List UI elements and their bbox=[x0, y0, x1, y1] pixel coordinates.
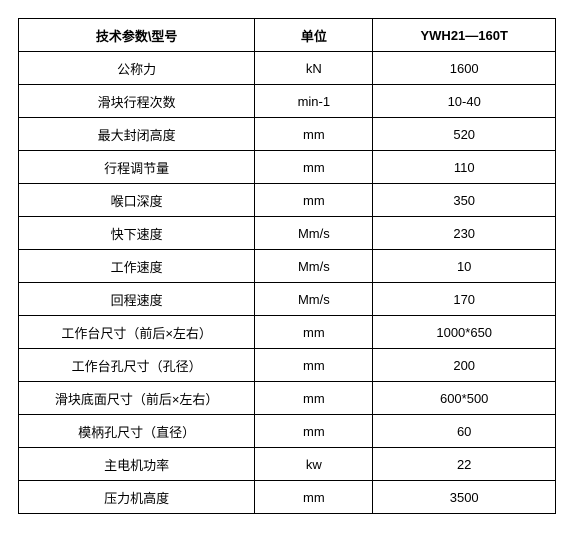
table-row: 滑块底面尺寸（前后×左右）mm600*500 bbox=[19, 382, 556, 415]
cell-unit: Mm/s bbox=[255, 283, 373, 316]
table-row: 最大封闭高度mm520 bbox=[19, 118, 556, 151]
cell-param: 滑块行程次数 bbox=[19, 85, 255, 118]
cell-value: 110 bbox=[373, 151, 556, 184]
cell-unit: Mm/s bbox=[255, 217, 373, 250]
cell-unit: kN bbox=[255, 52, 373, 85]
spec-table: 技术参数\型号 单位 YWH21—160T 公称力kN1600滑块行程次数min… bbox=[18, 18, 556, 514]
cell-unit: mm bbox=[255, 349, 373, 382]
cell-value: 10-40 bbox=[373, 85, 556, 118]
table-row: 快下速度Mm/s230 bbox=[19, 217, 556, 250]
cell-value: 10 bbox=[373, 250, 556, 283]
table-row: 公称力kN1600 bbox=[19, 52, 556, 85]
cell-param: 压力机高度 bbox=[19, 481, 255, 514]
cell-param: 模柄孔尺寸（直径） bbox=[19, 415, 255, 448]
cell-value: 22 bbox=[373, 448, 556, 481]
cell-param: 行程调节量 bbox=[19, 151, 255, 184]
cell-param: 工作速度 bbox=[19, 250, 255, 283]
table-row: 工作速度Mm/s10 bbox=[19, 250, 556, 283]
cell-unit: mm bbox=[255, 316, 373, 349]
header-unit: 单位 bbox=[255, 19, 373, 52]
cell-param: 工作台尺寸（前后×左右） bbox=[19, 316, 255, 349]
cell-value: 3500 bbox=[373, 481, 556, 514]
cell-unit: min-1 bbox=[255, 85, 373, 118]
cell-value: 60 bbox=[373, 415, 556, 448]
cell-value: 350 bbox=[373, 184, 556, 217]
cell-param: 滑块底面尺寸（前后×左右） bbox=[19, 382, 255, 415]
table-row: 滑块行程次数min-110-40 bbox=[19, 85, 556, 118]
cell-param: 喉口深度 bbox=[19, 184, 255, 217]
cell-param: 主电机功率 bbox=[19, 448, 255, 481]
header-value: YWH21—160T bbox=[373, 19, 556, 52]
table-row: 行程调节量mm110 bbox=[19, 151, 556, 184]
table-row: 工作台尺寸（前后×左右）mm1000*650 bbox=[19, 316, 556, 349]
cell-value: 1000*650 bbox=[373, 316, 556, 349]
table-row: 主电机功率kw22 bbox=[19, 448, 556, 481]
table-row: 喉口深度mm350 bbox=[19, 184, 556, 217]
cell-param: 回程速度 bbox=[19, 283, 255, 316]
cell-unit: Mm/s bbox=[255, 250, 373, 283]
table-row: 回程速度Mm/s170 bbox=[19, 283, 556, 316]
cell-unit: mm bbox=[255, 184, 373, 217]
cell-unit: mm bbox=[255, 415, 373, 448]
cell-param: 工作台孔尺寸（孔径） bbox=[19, 349, 255, 382]
table-row: 工作台孔尺寸（孔径）mm200 bbox=[19, 349, 556, 382]
cell-param: 快下速度 bbox=[19, 217, 255, 250]
table-row: 模柄孔尺寸（直径）mm60 bbox=[19, 415, 556, 448]
cell-value: 1600 bbox=[373, 52, 556, 85]
cell-value: 600*500 bbox=[373, 382, 556, 415]
cell-unit: mm bbox=[255, 481, 373, 514]
cell-unit: mm bbox=[255, 151, 373, 184]
cell-value: 170 bbox=[373, 283, 556, 316]
cell-unit: mm bbox=[255, 382, 373, 415]
spec-table-body: 公称力kN1600滑块行程次数min-110-40最大封闭高度mm520行程调节… bbox=[19, 52, 556, 514]
table-row: 压力机高度mm3500 bbox=[19, 481, 556, 514]
table-header-row: 技术参数\型号 单位 YWH21—160T bbox=[19, 19, 556, 52]
cell-value: 230 bbox=[373, 217, 556, 250]
cell-param: 最大封闭高度 bbox=[19, 118, 255, 151]
cell-value: 200 bbox=[373, 349, 556, 382]
cell-unit: mm bbox=[255, 118, 373, 151]
cell-param: 公称力 bbox=[19, 52, 255, 85]
cell-unit: kw bbox=[255, 448, 373, 481]
cell-value: 520 bbox=[373, 118, 556, 151]
header-param: 技术参数\型号 bbox=[19, 19, 255, 52]
